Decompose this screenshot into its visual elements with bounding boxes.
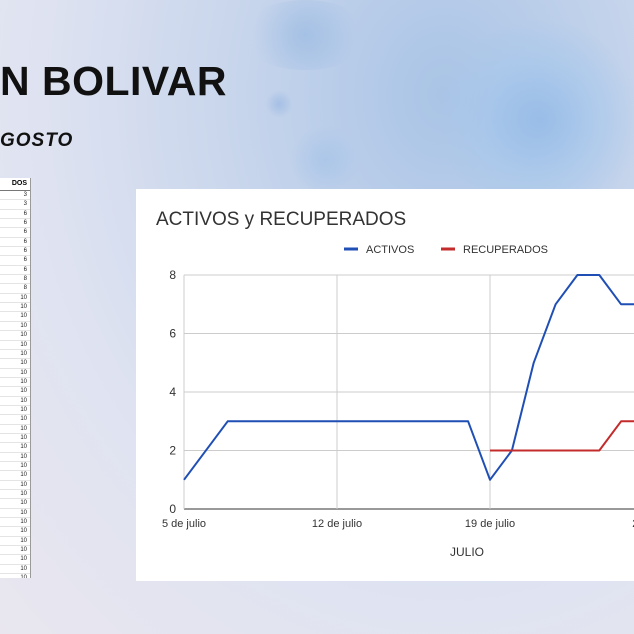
data-table: DOS 3 3 6 6 6 6 6 6 6 8 8 10 10 10 10 10 10 10 10 10 10 10 10 1… — [0, 178, 31, 578]
series-line-recuperados — [490, 420, 634, 452]
series-line-activos — [183, 274, 634, 481]
table-header: DOS — [0, 178, 30, 191]
table-cell: 10 — [0, 471, 30, 481]
x-tick-label: 12 de julio — [312, 518, 362, 530]
virus-decoration — [440, 20, 634, 220]
chart-grid — [183, 274, 634, 510]
table-cell: 6 — [0, 266, 30, 276]
virus-decoration — [240, 0, 370, 70]
table-cell: 10 — [0, 453, 30, 462]
table-cell: 10 — [0, 331, 30, 341]
table-cell: 10 — [0, 341, 30, 350]
legend-label: RECUPERADOS — [463, 244, 548, 256]
table-cell: 10 — [0, 312, 30, 322]
y-tick-label: 0 — [169, 502, 176, 516]
virus-decoration — [290, 125, 360, 195]
table-body: 3 3 6 6 6 6 6 6 6 8 8 10 10 10 10 10 10 10 10 10 10 10 10 10 10 1… — [0, 191, 30, 578]
table-cell: 10 — [0, 378, 30, 388]
table-cell: 6 — [0, 247, 30, 257]
table-cell: 10 — [0, 415, 30, 425]
table-cell: 10 — [0, 359, 30, 369]
table-cell: 10 — [0, 518, 30, 528]
table-cell: 6 — [0, 256, 30, 266]
line-chart: ACTIVOS y RECUPERADOS ACTIVOS RECUPERADOS… — [156, 209, 634, 559]
table-cell: 8 — [0, 275, 30, 285]
x-tick-label: 26 d — [632, 518, 634, 530]
table-cell: 10 — [0, 527, 30, 537]
x-axis-ticks: 5 de julio 12 de julio 19 de julio 26 d — [162, 518, 634, 530]
page-title: N BOLIVAR — [0, 58, 227, 104]
y-tick-label: 4 — [169, 385, 176, 399]
table-cell: 10 — [0, 397, 30, 406]
y-tick-label: 8 — [169, 268, 176, 282]
y-tick-label: 2 — [169, 444, 176, 458]
y-axis-ticks: 0 2 4 6 8 — [169, 268, 176, 516]
table-cell: 10 — [0, 322, 30, 332]
table-cell: 10 — [0, 294, 30, 304]
chart-series — [183, 274, 634, 481]
table-cell: 8 — [0, 284, 30, 294]
table-cell: 10 — [0, 555, 30, 565]
legend-label: ACTIVOS — [366, 244, 414, 256]
table-cell: 10 — [0, 565, 30, 575]
table-cell: 3 — [0, 200, 30, 210]
chart-legend: ACTIVOS RECUPERADOS — [344, 244, 548, 256]
table-cell: 6 — [0, 210, 30, 220]
table-cell: 6 — [0, 228, 30, 238]
virus-decoration — [265, 90, 293, 118]
x-tick-label: 5 de julio — [162, 518, 206, 530]
chart-title: ACTIVOS y RECUPERADOS — [156, 209, 406, 230]
x-axis-label: JULIO — [450, 545, 484, 559]
y-tick-label: 6 — [169, 327, 176, 341]
x-tick-label: 19 de julio — [465, 518, 515, 530]
table-cell: 10 — [0, 303, 30, 313]
table-cell: 3 — [0, 191, 30, 201]
table-cell: 10 — [0, 406, 30, 416]
chart-card: ACTIVOS y RECUPERADOS ACTIVOS RECUPERADOS… — [136, 189, 634, 581]
table-cell: 10 — [0, 434, 30, 444]
table-cell: 10 — [0, 462, 30, 472]
table-cell: 10 — [0, 387, 30, 397]
table-cell: 10 — [0, 537, 30, 547]
table-cell: 6 — [0, 238, 30, 248]
table-cell: 10 — [0, 350, 30, 360]
table-cell: 10 — [0, 490, 30, 500]
table-cell: 10 — [0, 509, 30, 519]
table-cell: 10 — [0, 546, 30, 556]
page-subtitle: GOSTO — [0, 130, 74, 151]
table-cell: 10 — [0, 499, 30, 509]
table-cell: 10 — [0, 481, 30, 490]
table-cell: 10 — [0, 443, 30, 453]
table-cell: 6 — [0, 219, 30, 229]
table-cell: 10 — [0, 425, 30, 434]
table-cell: 10 — [0, 369, 30, 378]
table-cell: 10 — [0, 574, 30, 578]
